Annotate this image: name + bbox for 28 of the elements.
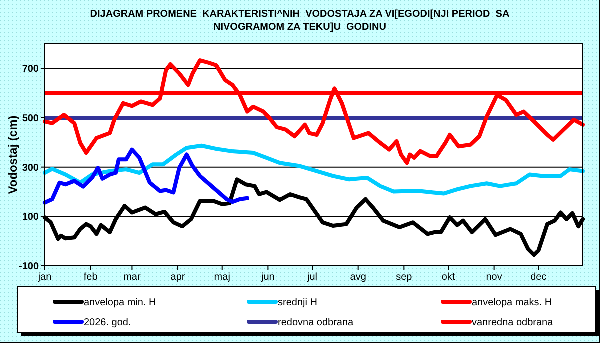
- legend-label: redovna odbrana: [278, 318, 354, 328]
- x-tick-label: jan: [37, 272, 52, 283]
- x-tick-label: sep: [396, 272, 413, 283]
- x-tick-label: jun: [260, 272, 275, 283]
- legend-label: 2026. god.: [84, 318, 132, 328]
- legend-label: vanredna odbrana: [472, 318, 554, 328]
- y-axis-title: Vodostaj (cm): [6, 116, 20, 194]
- x-tick-label: apr: [170, 272, 186, 283]
- x-tick-label: jul: [306, 272, 318, 283]
- x-tick-label: feb: [84, 272, 98, 283]
- y-tick-label: 500: [22, 114, 40, 124]
- line-series: [43, 58, 585, 166]
- y-tick-label: 700: [22, 64, 40, 76]
- x-tick-label: avg: [350, 272, 366, 283]
- legend-label: anvelopa min. H: [84, 298, 156, 308]
- y-tick-label: 300: [22, 162, 40, 174]
- x-tick-label: nov: [486, 272, 502, 283]
- x-tick-label: mar: [124, 272, 142, 283]
- line-series: [43, 148, 250, 205]
- legend-label: anvelopa maks. H: [472, 298, 552, 308]
- x-tick-label: okt: [442, 272, 456, 283]
- legend-label: srednji H: [278, 298, 318, 308]
- line-series: [43, 144, 585, 196]
- x-tick-label: maj: [214, 272, 230, 283]
- y-tick-label: -100: [18, 262, 40, 272]
- chart-title: DIJAGRAM PROMENE KARAKTERISTI^NIH VODOSTAJA ZA VI[EGODI[NJI PERIOD SA NIVOGRAMOM ZA TEKU]U GODINU: [90, 9, 510, 33]
- x-tick-label: dec: [530, 272, 547, 283]
- y-tick-label: 100: [22, 212, 40, 224]
